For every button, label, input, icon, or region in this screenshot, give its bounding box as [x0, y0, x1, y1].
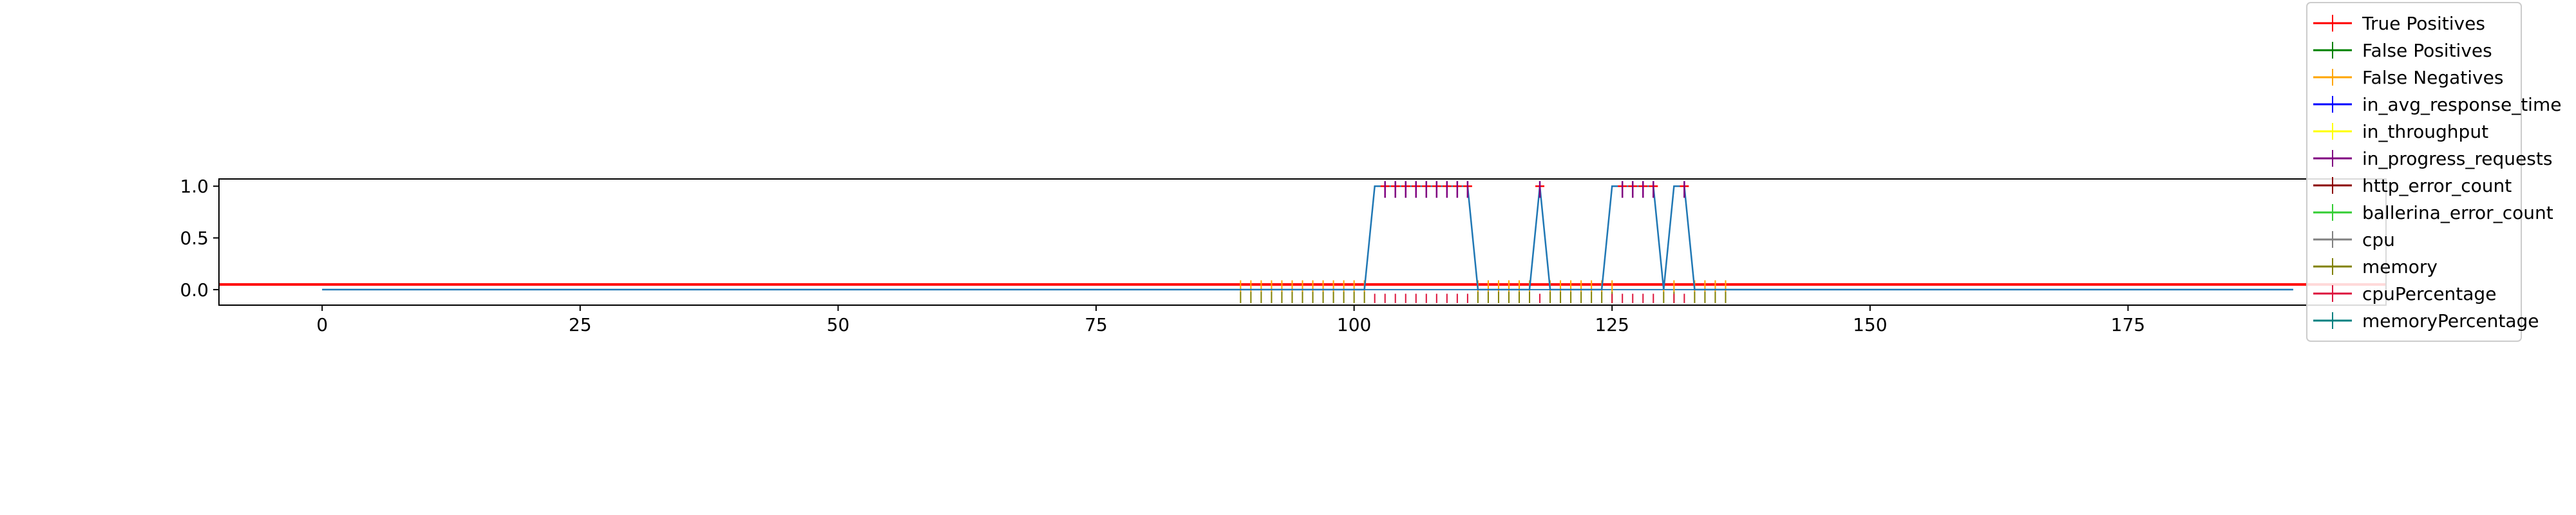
legend-entry: False Positives: [2313, 40, 2492, 61]
legend-label: memory: [2362, 256, 2438, 277]
plot-area: [219, 181, 2386, 303]
x-tick-label: 125: [1595, 314, 1629, 335]
x-tick-label: 50: [827, 314, 850, 335]
x-tick-label: 100: [1337, 314, 1371, 335]
legend-label: http_error_count: [2362, 175, 2512, 196]
y-tick-label: 0.0: [180, 279, 209, 301]
legend-label: in_avg_response_time: [2362, 94, 2561, 115]
legend-label: memoryPercentage: [2362, 310, 2539, 332]
series-line: [322, 185, 2293, 291]
legend-entry: memoryPercentage: [2313, 310, 2539, 332]
x-tick-label: 75: [1084, 314, 1108, 335]
legend-entry: True Positives: [2313, 13, 2485, 34]
legend-label: in_throughput: [2362, 121, 2488, 142]
legend-label: in_progress_requests: [2362, 148, 2552, 169]
legend-entry: cpuPercentage: [2313, 283, 2496, 304]
y-tick-label: 0.5: [180, 228, 209, 249]
legend-entry: in_progress_requests: [2313, 148, 2552, 169]
axes: 0 25 50 75 100 125 150 175 0.0 0.5 1.0: [180, 176, 2387, 335]
x-tick-label: 0: [316, 314, 328, 335]
x-tick-label: 150: [1853, 314, 1887, 335]
legend-label: False Positives: [2362, 40, 2492, 61]
y-tick-label: 1.0: [180, 176, 209, 197]
legend: True Positives False Positives False Negat…: [2306, 2, 2561, 342]
legend-entry: ballerina_error_count: [2313, 202, 2553, 223]
legend-entry: in_avg_response_time: [2313, 94, 2561, 115]
legend-entry: cpu: [2313, 229, 2395, 250]
x-tick-label: 175: [2111, 314, 2145, 335]
legend-label: cpuPercentage: [2362, 283, 2496, 304]
legend-entry: http_error_count: [2313, 175, 2512, 196]
legend-label: True Positives: [2362, 13, 2485, 34]
legend-label: ballerina_error_count: [2362, 202, 2553, 223]
legend-entry: memory: [2313, 256, 2438, 277]
legend-entry: False Negatives: [2313, 67, 2503, 88]
legend-entry: in_throughput: [2313, 121, 2488, 142]
legend-label: False Negatives: [2362, 67, 2503, 88]
x-tick-label: 25: [569, 314, 592, 335]
legend-label: cpu: [2362, 229, 2395, 250]
legend-box: [2306, 2, 2522, 342]
